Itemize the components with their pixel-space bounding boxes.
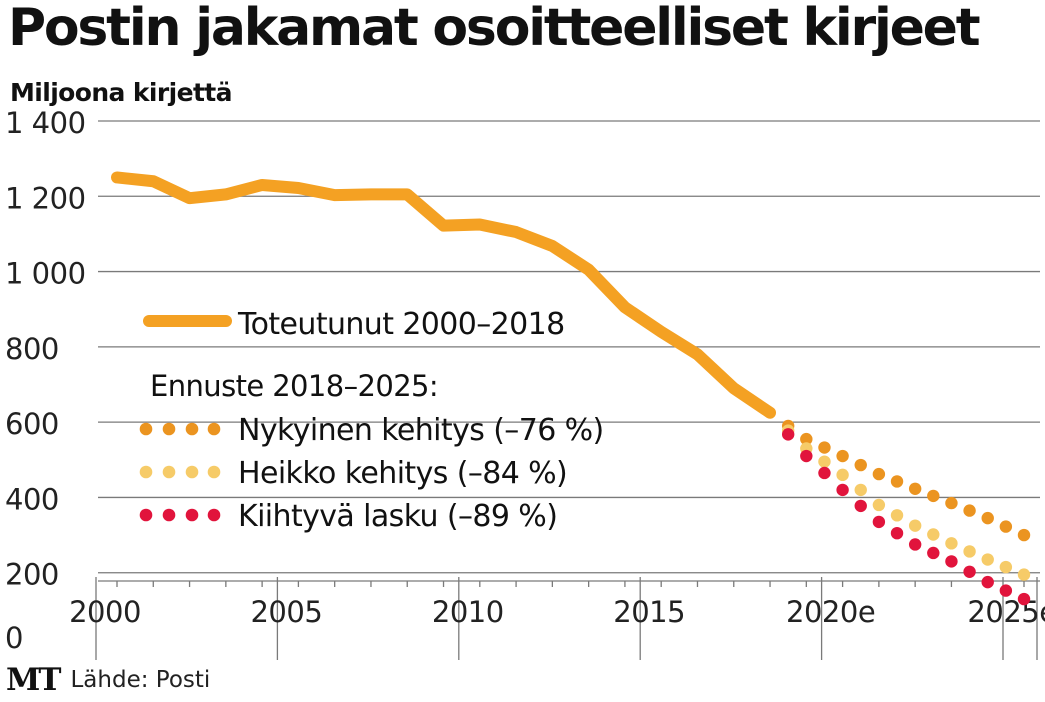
forecast-dot xyxy=(981,553,994,566)
chart-title: Postin jakamat osoitteelliset kirjeet xyxy=(8,0,981,58)
footer: MT Lähde: Posti xyxy=(6,662,210,698)
forecast-dot xyxy=(981,575,994,589)
forecast-dot xyxy=(999,520,1013,533)
forecast-dot xyxy=(963,565,976,578)
legend-label: Nykyinen kehitys (–76 %) xyxy=(238,413,604,448)
forecast-dot xyxy=(908,519,922,532)
legend-swatch-dot xyxy=(162,465,176,479)
forecast-dot xyxy=(854,458,867,472)
legend-swatch-dot xyxy=(162,508,176,522)
y-tick-labels: 0 200 400 600 800 1 000 1 200 1 400 xyxy=(5,106,86,655)
legend-swatch-dot xyxy=(139,508,153,522)
forecast-dot xyxy=(818,455,831,468)
legend-swatch-dot xyxy=(185,508,199,522)
forecast-dot xyxy=(963,545,976,558)
legend: Toteutunut 2000–2018 Ennuste 2018–2025: Ny… xyxy=(139,307,604,534)
forecast-dot xyxy=(836,449,849,463)
forecast-dot xyxy=(836,468,849,482)
legend-swatch-dot xyxy=(185,422,199,436)
forecast-dot xyxy=(854,499,867,513)
legend-swatch-dot xyxy=(207,508,221,522)
y-axis-label: Miljoona kirjettä xyxy=(10,78,233,107)
legend-swatch-dot xyxy=(162,422,176,436)
y-tick-label: 600 xyxy=(5,407,59,441)
x-tick-label: 2015 xyxy=(613,595,685,629)
legend-header: Ennuste 2018–2025: xyxy=(150,369,438,403)
forecast-dot xyxy=(908,482,922,495)
forecast-dot xyxy=(872,498,886,512)
x-tick-label: 2020e xyxy=(786,595,875,629)
x-tick-label: 2000 xyxy=(69,595,141,629)
forecast-dot xyxy=(927,489,940,503)
legend-label: Toteutunut 2000–2018 xyxy=(237,307,565,342)
forecast-dot xyxy=(945,496,958,510)
forecast-dot xyxy=(781,428,795,441)
forecast-dot xyxy=(963,504,976,517)
legend-label: Heikko kehitys (–84 %) xyxy=(238,456,567,491)
series-line-realized xyxy=(111,171,777,419)
y-tick-label: 1 200 xyxy=(5,181,86,215)
legend-swatch-dot xyxy=(207,465,221,479)
forecast-dot xyxy=(999,584,1013,597)
forecast-dot xyxy=(1017,568,1031,581)
x-tick-label: 2025e xyxy=(967,595,1045,629)
legend-swatch-dot xyxy=(139,465,153,479)
legend-label: Kiihtyvä lasku (–89 %) xyxy=(238,499,557,534)
forecast-dot xyxy=(1017,528,1031,542)
x-axis: 2000 2005 2010 2015 2020e 2025e xyxy=(69,577,1045,660)
y-tick-label: 200 xyxy=(5,558,59,592)
gridlines xyxy=(98,120,1040,574)
y-tick-label: 1 400 xyxy=(5,106,86,140)
forecast-dot xyxy=(927,528,940,541)
y-tick-label: 1 000 xyxy=(5,257,86,291)
forecast-dot xyxy=(945,537,958,550)
forecast-dot xyxy=(872,515,886,529)
forecast-dot xyxy=(872,467,886,481)
series-lines xyxy=(111,171,1031,606)
forecast-dot xyxy=(890,475,904,488)
y-tick-label: 0 xyxy=(5,621,23,655)
legend-swatch-dot xyxy=(185,465,199,479)
forecast-dot xyxy=(800,432,813,446)
forecast-dot xyxy=(927,546,940,560)
forecast-dot xyxy=(800,449,813,463)
y-tick-label: 400 xyxy=(5,482,59,516)
legend-swatch-dot xyxy=(139,422,153,436)
forecast-dot xyxy=(818,441,831,454)
series-dots-2 xyxy=(781,424,1031,581)
forecast-dot xyxy=(908,538,922,551)
forecast-dot xyxy=(1017,592,1031,606)
source-note: Lähde: Posti xyxy=(70,667,211,693)
y-tick-label: 800 xyxy=(5,332,59,366)
series-dots-1 xyxy=(781,419,1031,542)
forecast-dot xyxy=(890,509,904,522)
forecast-dot xyxy=(818,466,831,480)
forecast-dot xyxy=(945,555,958,568)
forecast-dot xyxy=(999,560,1013,574)
forecast-dot xyxy=(981,511,994,525)
forecast-dot xyxy=(836,483,849,497)
x-tick-label: 2005 xyxy=(250,595,322,629)
publisher-logo: MT xyxy=(6,662,61,698)
forecast-dot xyxy=(890,526,904,540)
legend-swatch-dot xyxy=(207,422,221,436)
forecast-dot xyxy=(854,483,867,497)
series-dots-3 xyxy=(781,428,1031,606)
x-tick-label: 2010 xyxy=(432,595,504,629)
